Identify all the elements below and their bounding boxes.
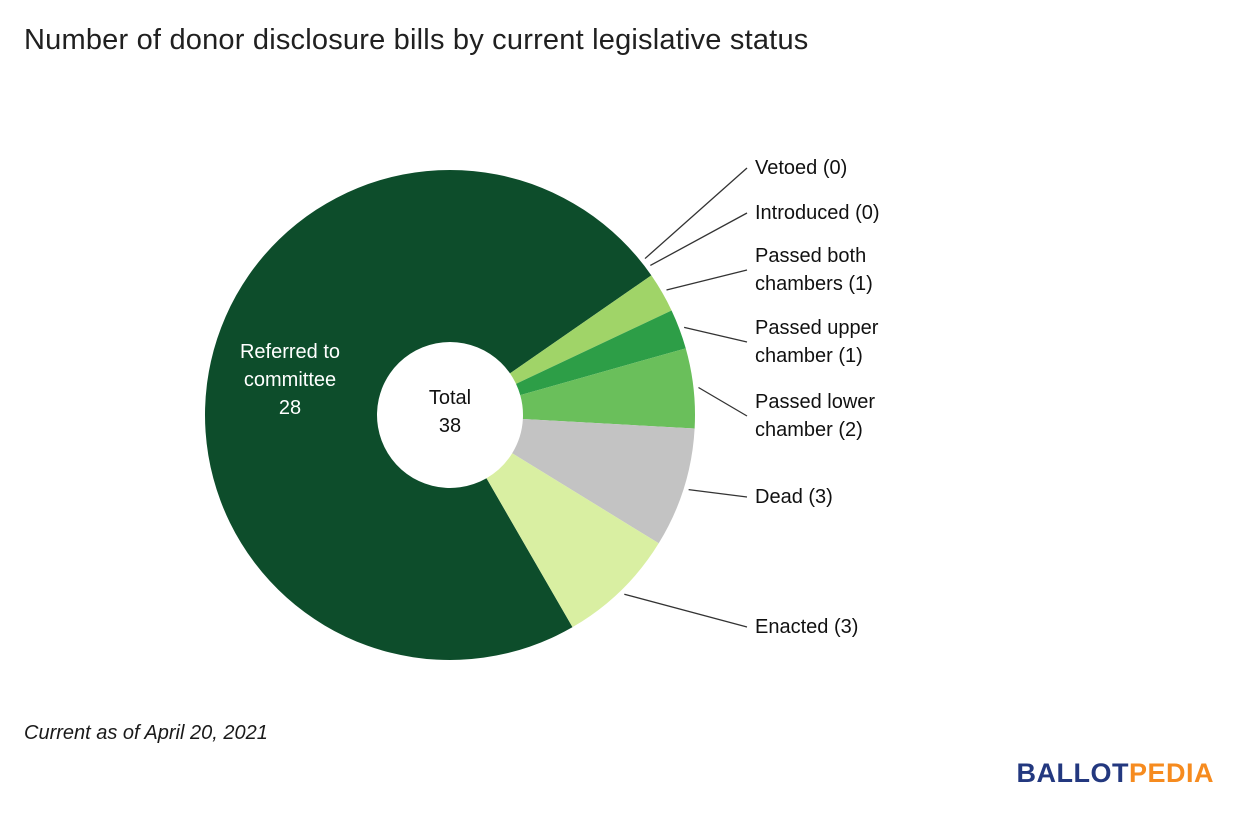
slice-label-text: Referred to committee — [239, 341, 341, 391]
leader-line — [624, 593, 748, 628]
leader-line — [644, 167, 748, 260]
logo-ballot: BALLOT — [1016, 758, 1129, 788]
pie-slice-referred-to-committee — [204, 169, 652, 661]
ballotpedia-logo: BALLOTPEDIA — [1016, 758, 1214, 789]
slice-label-referred-to-committee: Referred to committee 28 — [212, 338, 368, 422]
chart-title: Number of donor disclosure bills by curr… — [24, 24, 809, 56]
pie-slice-dead — [512, 419, 695, 544]
footnote: Current as of April 20, 2021 — [24, 722, 268, 744]
donut-center-label: Total 38 — [385, 384, 515, 440]
logo-pedia: PEDIA — [1128, 758, 1214, 788]
leader-line — [698, 386, 748, 417]
pie-slice-passed-both-chambers — [509, 275, 672, 384]
total-label: Total — [428, 387, 472, 409]
leader-line — [688, 488, 748, 498]
pie-slice-passed-upper-chamber — [516, 310, 686, 396]
leader-line — [683, 326, 748, 343]
leader-line — [650, 212, 748, 267]
pie-slice-enacted — [486, 453, 659, 628]
slice-label-value: 28 — [278, 397, 302, 419]
total-value: 38 — [438, 415, 462, 437]
leader-line — [666, 269, 748, 291]
pie-slice-passed-lower-chamber — [520, 348, 695, 429]
